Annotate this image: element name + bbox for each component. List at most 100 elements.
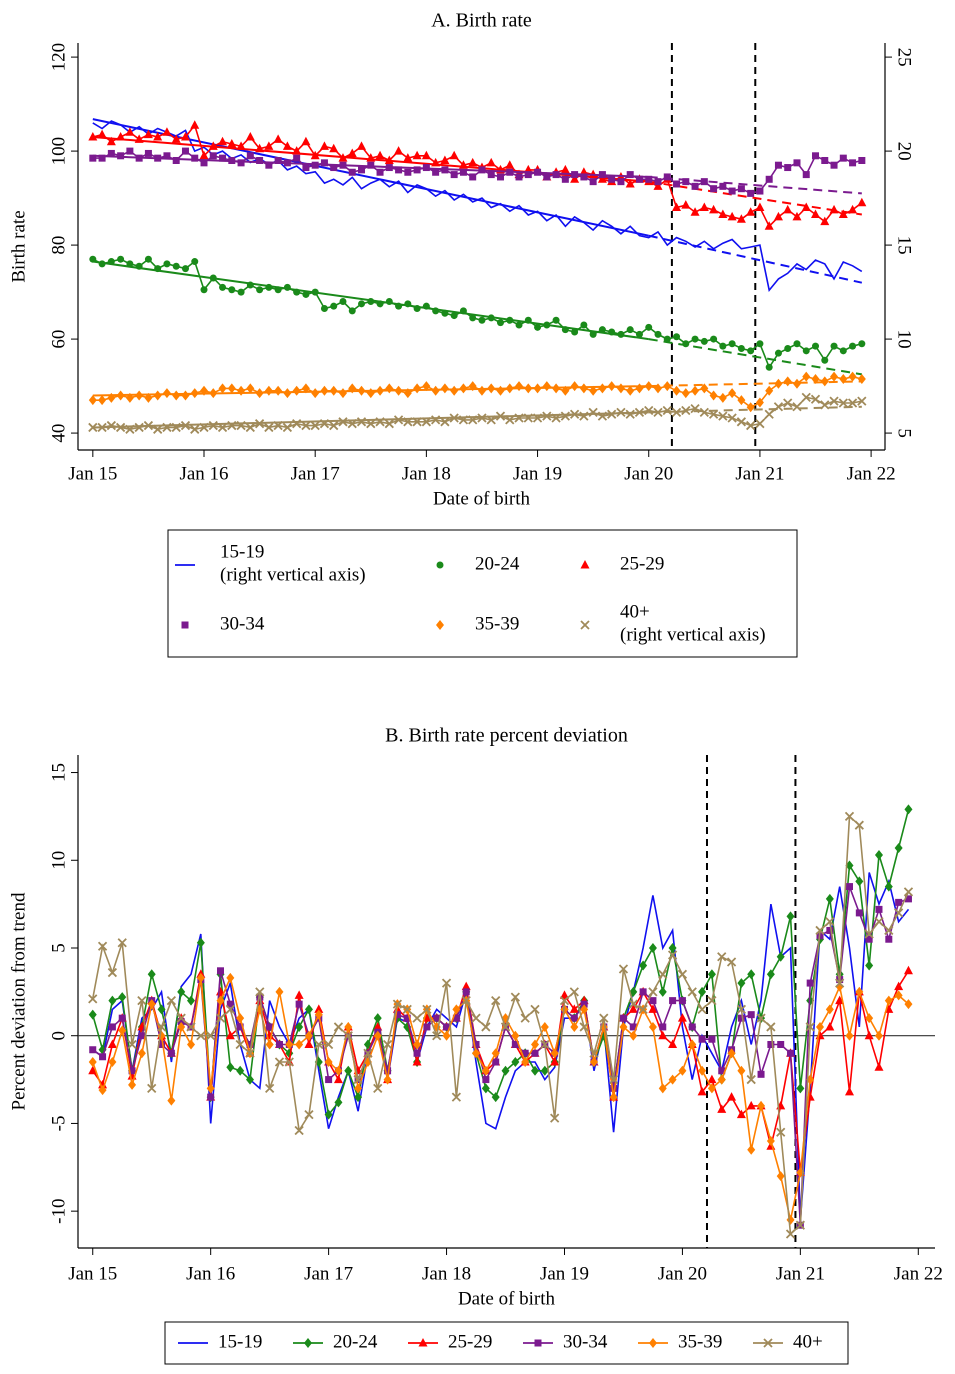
marker bbox=[181, 621, 189, 629]
marker bbox=[635, 330, 643, 338]
marker bbox=[256, 156, 264, 164]
marker bbox=[333, 1074, 343, 1084]
marker bbox=[698, 1065, 707, 1076]
marker bbox=[765, 175, 773, 183]
marker bbox=[786, 911, 795, 922]
marker bbox=[629, 1030, 638, 1041]
marker bbox=[384, 1067, 392, 1075]
marker bbox=[786, 1214, 795, 1225]
marker bbox=[236, 420, 246, 431]
marker bbox=[348, 168, 356, 176]
marker bbox=[403, 153, 413, 162]
marker bbox=[115, 422, 126, 433]
marker bbox=[844, 811, 855, 822]
marker bbox=[858, 340, 866, 348]
marker bbox=[756, 1013, 766, 1023]
marker bbox=[302, 290, 310, 298]
marker bbox=[357, 385, 366, 396]
marker bbox=[532, 413, 543, 423]
marker bbox=[293, 288, 301, 296]
marker bbox=[134, 134, 144, 143]
marker bbox=[275, 986, 284, 997]
marker bbox=[181, 265, 189, 273]
marker bbox=[561, 385, 570, 396]
marker bbox=[839, 347, 847, 355]
marker bbox=[658, 969, 668, 979]
marker bbox=[478, 316, 486, 324]
marker bbox=[88, 1057, 97, 1068]
marker bbox=[375, 417, 385, 427]
legend-note: (right vertical axis) bbox=[220, 564, 366, 585]
marker bbox=[551, 413, 561, 423]
marker bbox=[570, 381, 579, 392]
marker bbox=[619, 1021, 628, 1032]
marker bbox=[608, 328, 616, 336]
marker bbox=[848, 371, 857, 382]
marker bbox=[376, 385, 385, 396]
marker bbox=[608, 1074, 619, 1085]
marker bbox=[135, 154, 143, 162]
marker bbox=[904, 999, 913, 1010]
marker bbox=[225, 1030, 235, 1040]
marker bbox=[699, 202, 709, 211]
marker bbox=[496, 319, 504, 327]
marker bbox=[172, 156, 180, 164]
marker bbox=[653, 181, 663, 190]
legend-box bbox=[167, 529, 798, 658]
marker bbox=[334, 1065, 343, 1076]
marker bbox=[588, 407, 598, 418]
marker bbox=[511, 1057, 520, 1068]
marker bbox=[311, 388, 320, 399]
marker bbox=[530, 1004, 540, 1015]
marker bbox=[117, 255, 125, 263]
marker bbox=[821, 356, 829, 364]
marker bbox=[481, 1065, 490, 1076]
marker bbox=[795, 1220, 805, 1230]
marker bbox=[757, 1070, 765, 1078]
marker bbox=[167, 1095, 176, 1106]
marker bbox=[511, 1030, 520, 1041]
marker bbox=[310, 420, 320, 431]
marker bbox=[653, 407, 663, 418]
marker bbox=[672, 385, 681, 396]
y-tick-label: 40 bbox=[48, 424, 69, 443]
marker bbox=[226, 972, 235, 983]
marker bbox=[849, 159, 857, 167]
marker bbox=[515, 381, 524, 392]
marker bbox=[196, 937, 205, 948]
marker bbox=[682, 340, 690, 348]
marker bbox=[478, 166, 486, 174]
marker bbox=[153, 390, 162, 401]
marker bbox=[736, 214, 746, 223]
marker bbox=[776, 1171, 785, 1182]
marker bbox=[673, 180, 681, 188]
marker bbox=[698, 986, 707, 997]
marker bbox=[347, 148, 357, 157]
marker bbox=[681, 200, 691, 209]
marker bbox=[658, 986, 667, 997]
marker bbox=[571, 171, 579, 179]
y-tick-label: 100 bbox=[48, 137, 69, 166]
marker bbox=[283, 283, 291, 291]
marker bbox=[200, 385, 209, 396]
marker bbox=[855, 986, 864, 997]
legend-label: 15-19 bbox=[218, 1331, 262, 1352]
marker bbox=[394, 146, 404, 155]
marker bbox=[747, 969, 756, 980]
marker bbox=[200, 286, 208, 294]
marker bbox=[589, 1057, 598, 1068]
marker bbox=[208, 420, 218, 431]
marker bbox=[865, 960, 874, 971]
marker bbox=[421, 150, 431, 160]
marker bbox=[108, 995, 117, 1006]
marker bbox=[477, 385, 486, 396]
marker bbox=[767, 1040, 775, 1048]
marker bbox=[580, 560, 590, 569]
marker bbox=[737, 395, 746, 406]
marker bbox=[540, 1065, 549, 1076]
marker bbox=[452, 1014, 460, 1022]
marker bbox=[265, 283, 273, 291]
marker bbox=[618, 964, 629, 974]
marker bbox=[118, 1025, 127, 1036]
marker bbox=[88, 994, 98, 1004]
